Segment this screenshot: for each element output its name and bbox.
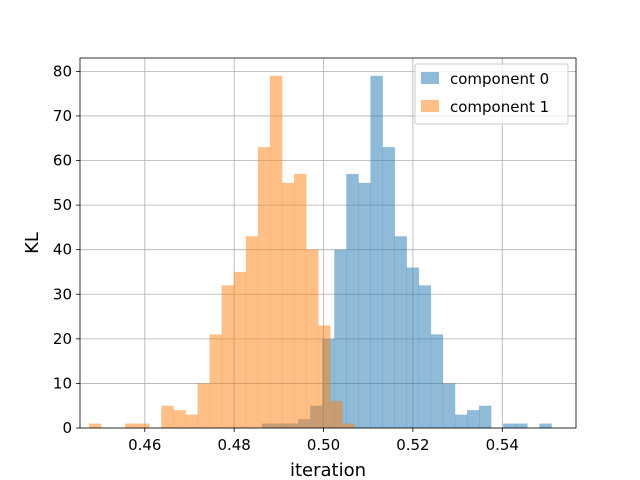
histogram-bar-component-0: [454, 414, 468, 428]
histogram-bar-component-0: [418, 285, 432, 428]
plot-area-frame: [79, 57, 577, 429]
histogram-bar-component-1: [125, 423, 138, 428]
histogram-bar-component-1: [306, 249, 319, 428]
legend-label-component-0: component 0: [450, 70, 549, 88]
ticks-layer: 0.46 0.48 0.50 0.52 0.54 0 10 20 30 40 50 60 70 80: [53, 62, 519, 454]
histogram-bar-component-0: [358, 182, 371, 428]
histogram-bar-component-1: [161, 405, 174, 428]
histogram-bar-component-0: [479, 405, 492, 428]
histogram-bar-component-1: [88, 423, 102, 428]
histogram-bar-component-1: [330, 401, 343, 428]
histogram-bar-component-0: [539, 423, 552, 428]
y-tick-label: 80: [53, 62, 72, 80]
histogram-bar-component-0: [503, 423, 516, 428]
histogram-bar-component-1: [257, 147, 271, 429]
histogram-bar-component-0: [334, 249, 347, 428]
y-axis-label: KL: [22, 232, 43, 254]
grid-layer: [80, 58, 576, 429]
x-tick-label: 0.50: [307, 436, 340, 454]
histogram-bar-component-1: [221, 285, 235, 428]
histogram-bar-component-0: [382, 147, 395, 429]
legend-frame: [414, 63, 569, 125]
histogram-bar-component-0: [370, 75, 383, 428]
histogram-bar-component-0: [406, 267, 420, 428]
y-tick-label: 50: [53, 196, 72, 214]
histogram-bar-component-0: [394, 236, 407, 428]
histogram-bar-component-1: [342, 423, 355, 428]
histogram-bar-component-1: [197, 383, 210, 428]
histogram-bar-component-1: [245, 236, 259, 428]
histogram-bar-component-1: [294, 173, 307, 428]
y-tick-label: 70: [53, 107, 72, 125]
x-tick-label: 0.46: [128, 436, 161, 454]
histogram-bar-component-0: [515, 423, 528, 428]
y-tick-label: 40: [53, 241, 72, 259]
histogram-bar-component-1: [185, 414, 198, 428]
bars-layer: [88, 75, 552, 429]
histogram-bar-component-1: [281, 182, 295, 428]
histogram-bar-component-0: [442, 383, 456, 428]
histogram-bar-component-1: [269, 75, 283, 428]
histogram-bar-component-1: [233, 271, 247, 428]
legend-swatch-component-0: [421, 72, 439, 84]
x-tick-label: 0.52: [396, 436, 429, 454]
y-tick-label: 10: [53, 374, 72, 392]
histogram-bar-component-1: [209, 334, 222, 428]
y-tick-label: 30: [53, 285, 72, 303]
y-tick-label: 0: [62, 419, 72, 437]
histogram-bar-component-1: [318, 325, 331, 428]
legend-swatch-component-1: [421, 100, 439, 112]
x-tick-label: 0.54: [486, 436, 519, 454]
y-tick-label: 60: [53, 152, 72, 170]
x-axis-label: iteration: [290, 460, 366, 480]
y-tick-label: 20: [53, 330, 72, 348]
legend: component 0 component 1: [414, 63, 569, 125]
histogram-bar-component-0: [466, 410, 480, 428]
x-tick-label: 0.48: [217, 436, 250, 454]
histogram-bar-component-1: [173, 410, 186, 428]
histogram-bar-component-0: [430, 334, 444, 428]
histogram-bar-component-1: [137, 423, 150, 428]
histogram-bar-component-0: [346, 173, 359, 428]
legend-label-component-1: component 1: [450, 98, 549, 116]
